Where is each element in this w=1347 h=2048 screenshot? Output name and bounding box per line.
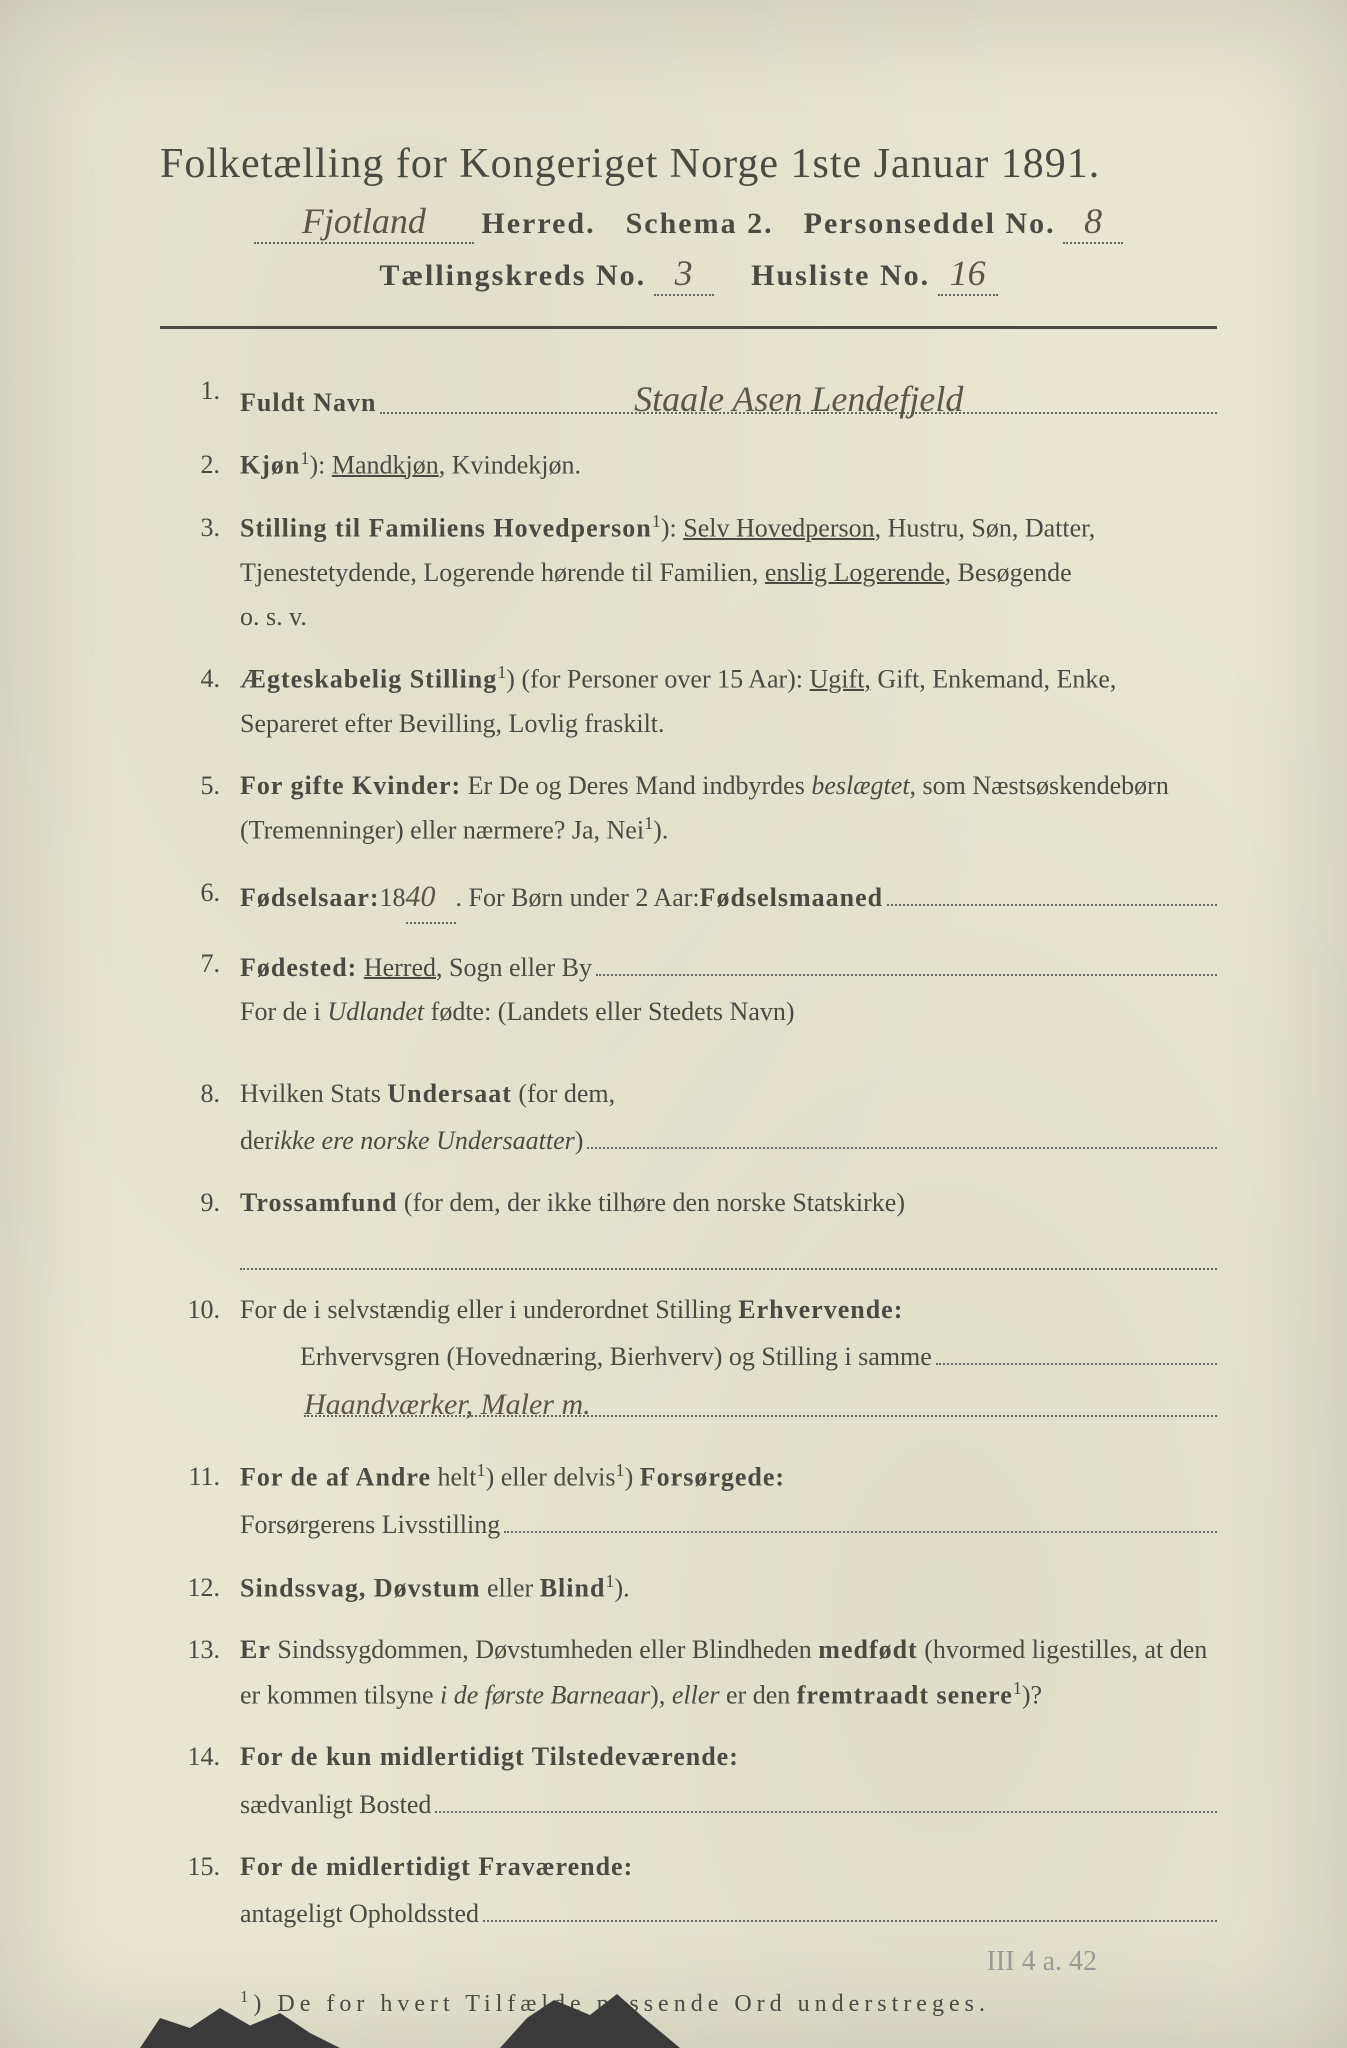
q2-opt1: Mandkjøn (332, 451, 439, 480)
q6-label2: Fødselsmaaned (700, 876, 883, 920)
q3-label: Stilling til Familiens Hovedperson (240, 514, 652, 543)
item-num: 7. (160, 942, 240, 1034)
husliste-label: Husliste No. (751, 259, 930, 292)
item-13: 13. Er Sindssygdommen, Døvstumheden elle… (160, 1628, 1217, 1717)
herred-value: Fjotland (254, 200, 474, 244)
husliste-no: 16 (938, 252, 998, 296)
herred-line: Fjotland Herred. Schema 2. Personseddel … (160, 200, 1217, 244)
item-10: 10. For de i selvstændig eller i underor… (160, 1288, 1217, 1418)
q6-label: Fødselsaar: (240, 876, 380, 920)
item-num: 15. (160, 1845, 240, 1937)
item-5: 5. For gifte Kvinder: Er De og Deres Man… (160, 764, 1217, 853)
item-7: 7. Fødested: Herred, Sogn eller By For d… (160, 942, 1217, 1034)
kreds-no: 3 (654, 252, 714, 296)
q5-label: For gifte Kvinder: (240, 771, 461, 800)
item-num: 14. (160, 1735, 240, 1827)
q10-value: Haandværker, Maler m. (304, 1379, 1217, 1417)
q7-label: Fødested: (240, 946, 357, 990)
item-num: 5. (160, 764, 240, 853)
item-num: 3. (160, 506, 240, 639)
q4-label: Ægteskabelig Stilling (240, 665, 497, 694)
item-num: 4. (160, 657, 240, 746)
item-num: 9. (160, 1181, 240, 1269)
item-num: 11. (160, 1455, 240, 1547)
q3-opt1: Selv Hovedperson (683, 514, 874, 543)
census-form-page: Folketælling for Kongeriget Norge 1ste J… (0, 0, 1347, 2048)
q3-osv: o. s. v. (240, 595, 1217, 639)
item-num: 6. (160, 871, 240, 924)
item-1: 1. Fuldt Navn Staale Asen Lendefjeld (160, 369, 1217, 425)
item-11: 11. For de af Andre helt1) eller delvis1… (160, 1455, 1217, 1547)
q6-value: 40 (406, 871, 456, 924)
item-num: 13. (160, 1628, 240, 1717)
item-9: 9. Trossamfund (for dem, der ikke tilhør… (160, 1181, 1217, 1269)
item-num: 1. (160, 369, 240, 425)
main-title: Folketælling for Kongeriget Norge 1ste J… (160, 140, 1217, 188)
item-3: 3. Stilling til Familiens Hovedperson1):… (160, 506, 1217, 639)
item-num: 2. (160, 443, 240, 488)
kreds-line: Tællingskreds No. 3 Husliste No. 16 (160, 252, 1217, 296)
item-4: 4. Ægteskabelig Stilling1) (for Personer… (160, 657, 1217, 746)
item-14: 14. For de kun midlertidigt Tilstedevære… (160, 1735, 1217, 1827)
q9-label: Trossamfund (240, 1188, 397, 1217)
schema-label: Schema 2. (626, 207, 774, 240)
q3-rest3: , Besøgende (945, 558, 1072, 587)
personseddel-label: Personseddel No. (804, 207, 1056, 240)
divider (160, 326, 1217, 329)
item-12: 12. Sindssvag, Døvstum eller Blind1). (160, 1566, 1217, 1611)
kreds-label: Tællingskreds No. (379, 259, 646, 292)
q2-opt2: , Kvindekjøn. (439, 451, 581, 480)
herred-label: Herred. (481, 207, 595, 240)
q2-label: Kjøn (240, 451, 300, 480)
q1-value: Staale Asen Lendefjeld (380, 369, 1217, 414)
footnote: 1) De for hvert Tilfælde passende Ord un… (160, 1987, 1217, 2018)
pencil-annotation: III 4 a. 42 (987, 1946, 1097, 1978)
item-8: 8. Hvilken Stats Undersaat (for dem, der… (160, 1072, 1217, 1164)
q3-opt2: enslig Logerende (765, 558, 945, 587)
q1-label: Fuldt Navn (240, 381, 376, 425)
item-num: 10. (160, 1288, 240, 1418)
personseddel-no: 8 (1063, 200, 1123, 244)
q7-opt1: Herred (364, 946, 436, 990)
item-2: 2. Kjøn1): Mandkjøn, Kvindekjøn. (160, 443, 1217, 488)
q4-opt1: Ugift, (810, 665, 871, 694)
item-15: 15. For de midlertidigt Fraværende: anta… (160, 1845, 1217, 1937)
item-num: 12. (160, 1566, 240, 1611)
item-num: 8. (160, 1072, 240, 1164)
item-6: 6. Fødselsaar: 1840. For Børn under 2 Aa… (160, 871, 1217, 924)
